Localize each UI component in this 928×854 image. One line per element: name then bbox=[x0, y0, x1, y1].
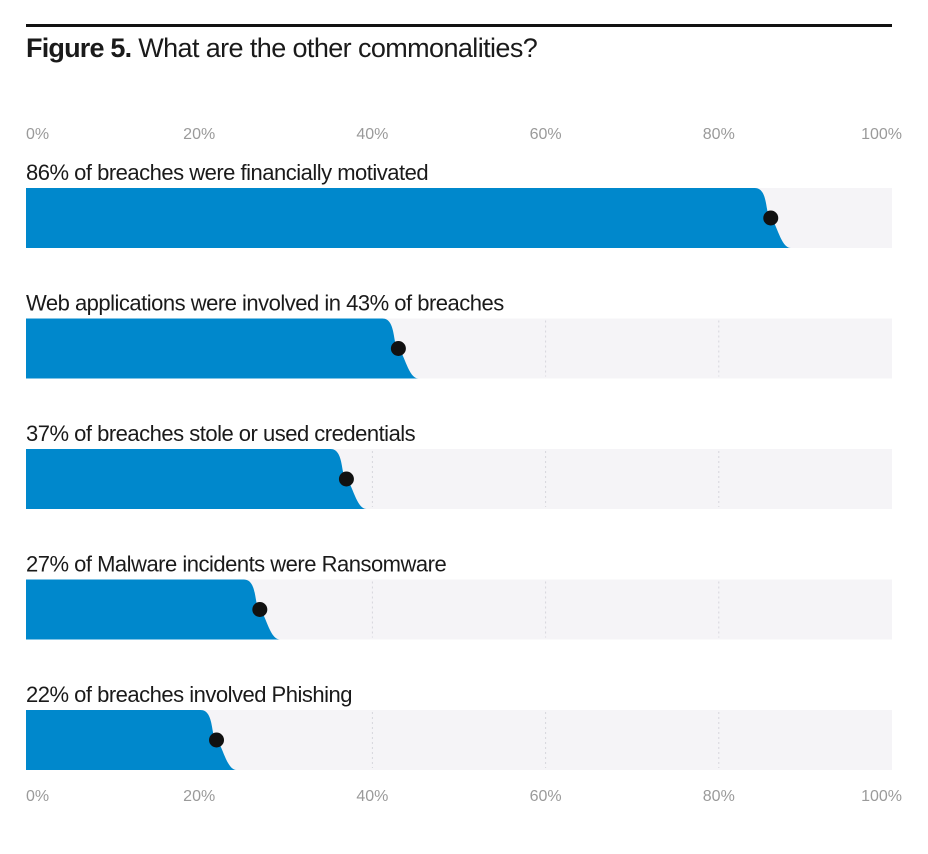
axis-tick-label-bottom: 0% bbox=[26, 788, 49, 805]
bar-label: Web applications were involved in 43% of… bbox=[26, 291, 504, 316]
bar bbox=[26, 710, 237, 770]
axis-tick-label-bottom: 100% bbox=[861, 788, 902, 805]
axis-tick-label-top: 60% bbox=[530, 126, 562, 143]
axis-tick-label-bottom: 20% bbox=[183, 788, 215, 805]
bar bbox=[26, 188, 791, 248]
figure-question: What are the other commonalities? bbox=[138, 33, 538, 63]
value-point bbox=[209, 732, 225, 748]
value-point bbox=[763, 210, 779, 226]
axis-tick-label-bottom: 60% bbox=[530, 788, 562, 805]
bar bbox=[26, 579, 280, 640]
bar-label: 37% of breaches stole or used credential… bbox=[26, 421, 416, 446]
figure-label: Figure 5. bbox=[26, 33, 132, 63]
value-point bbox=[252, 602, 268, 617]
axis-tick-label-top: 80% bbox=[703, 126, 735, 143]
axis-tick-label-bottom: 80% bbox=[703, 788, 735, 805]
bar-label: 86% of breaches were financially motivat… bbox=[26, 160, 428, 185]
figure-title: Figure 5. What are the other commonaliti… bbox=[26, 33, 538, 64]
bar bbox=[26, 449, 367, 509]
value-point bbox=[390, 341, 406, 356]
axis-tick-label-top: 0% bbox=[26, 126, 49, 143]
bar bbox=[26, 318, 419, 379]
value-point bbox=[338, 471, 354, 487]
bar-label: 22% of breaches involved Phishing bbox=[26, 682, 352, 707]
axis-tick-label-top: 40% bbox=[356, 126, 388, 143]
axis-tick-label-bottom: 40% bbox=[356, 788, 388, 805]
axis-tick-label-top: 100% bbox=[861, 126, 902, 143]
bar-label: 27% of Malware incidents were Ransomware bbox=[26, 552, 446, 577]
top-rule bbox=[26, 24, 892, 27]
axis-tick-label-top: 20% bbox=[183, 126, 215, 143]
